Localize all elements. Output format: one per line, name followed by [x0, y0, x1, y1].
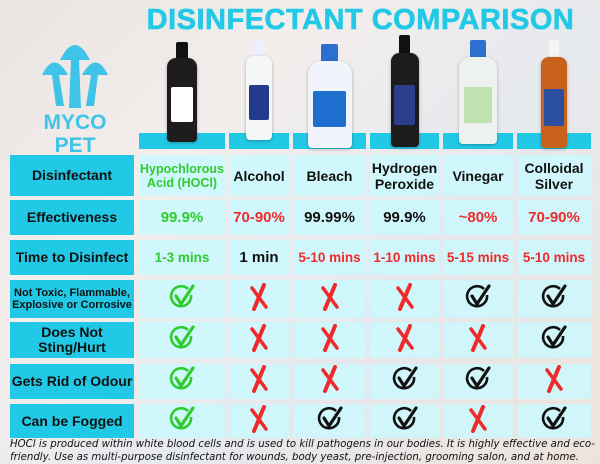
table-cell	[443, 322, 513, 358]
table-cell	[370, 404, 439, 438]
value-effectiveness: 70-90%	[517, 200, 591, 235]
check-icon	[540, 324, 568, 357]
row-label-can-be-fogged: Can be Fogged	[10, 404, 134, 438]
cross-icon	[394, 282, 416, 316]
value-time-to-disinfect: 5-10 mins	[293, 240, 366, 275]
table-cell	[517, 322, 591, 358]
table-cell	[517, 364, 591, 399]
row-label-gets-rid-of-odour: Gets Rid of Odour	[10, 364, 134, 399]
product-name: Colloidal Silver	[517, 155, 591, 196]
cross-icon	[248, 365, 270, 398]
value-effectiveness: 99.9%	[139, 200, 225, 235]
cross-icon	[319, 365, 341, 398]
table-cell	[443, 280, 513, 318]
value-time-to-disinfect: 1 min	[229, 240, 289, 275]
table-cell	[370, 322, 439, 358]
check-icon	[540, 405, 568, 438]
check-icon	[391, 365, 419, 398]
value-time-to-disinfect: 5-10 mins	[517, 240, 591, 275]
cross-icon	[319, 282, 341, 316]
product-name: Bleach	[293, 155, 366, 196]
value-effectiveness: 99.9%	[370, 200, 439, 235]
product-name: Hypochlorous Acid (HOCl)	[139, 155, 225, 196]
cross-icon	[543, 365, 565, 398]
cross-icon	[394, 323, 416, 357]
table-cell	[293, 364, 366, 399]
header-bar	[229, 133, 289, 149]
value-time-to-disinfect: 5-15 mins	[443, 240, 513, 275]
row-label-not-toxic-flammable-explosive-or-corrosive: Not Toxic, Flammable, Explosive or Corro…	[10, 280, 134, 318]
value-time-to-disinfect: 1-3 mins	[139, 240, 225, 275]
logo-text-line2: PET	[54, 134, 96, 157]
cross-icon	[467, 404, 489, 438]
product-name: Vinegar	[443, 155, 513, 196]
cross-icon	[248, 282, 270, 316]
cross-icon	[248, 323, 270, 357]
check-icon	[464, 283, 492, 316]
value-effectiveness: ~80%	[443, 200, 513, 235]
logo: MYCO PET	[30, 30, 120, 160]
page-title: DISINFECTANT COMPARISON	[146, 4, 575, 37]
bottle-image-vinegar-jug	[459, 40, 497, 144]
product-name: Alcohol	[229, 155, 289, 196]
row-label-time-to-disinfect: Time to Disinfect	[10, 240, 134, 275]
check-icon	[464, 365, 492, 398]
table-cell	[443, 404, 513, 438]
table-cell	[139, 404, 225, 438]
table-cell	[517, 404, 591, 438]
check-icon	[391, 405, 419, 438]
mushroom-logo-icon	[42, 45, 108, 108]
table-cell	[229, 404, 289, 438]
product-name: Hydrogen Peroxide	[370, 155, 439, 196]
row-label-effectiveness: Effectiveness	[10, 200, 134, 235]
table-cell	[443, 364, 513, 399]
table-cell	[139, 364, 225, 399]
footnote: HOCl is produced within white blood cell…	[10, 439, 595, 463]
green-check-icon	[168, 405, 196, 438]
table-cell	[517, 280, 591, 318]
table-cell	[229, 322, 289, 358]
value-time-to-disinfect: 1-10 mins	[370, 240, 439, 275]
table-cell	[370, 280, 439, 318]
bottle-image-amber-spray-bottle	[541, 40, 567, 148]
check-icon	[316, 405, 344, 438]
table-cell	[293, 280, 366, 318]
green-check-icon	[168, 365, 196, 398]
row-label-disinfectant: Disinfectant	[10, 155, 134, 196]
table-cell	[370, 364, 439, 399]
bottle-image-black-spray-bottle	[167, 42, 197, 142]
table-cell	[139, 322, 225, 358]
green-check-icon	[168, 324, 196, 357]
green-check-icon	[168, 283, 196, 316]
check-icon	[540, 283, 568, 316]
logo-text-line1: MYCO	[43, 111, 107, 134]
bottle-image-brown-peroxide-bottle	[390, 35, 419, 147]
value-effectiveness: 70-90%	[229, 200, 289, 235]
table-cell	[229, 364, 289, 399]
table-cell	[293, 404, 366, 438]
cross-icon	[467, 323, 489, 357]
cross-icon	[319, 323, 341, 357]
bottle-image-clorox-jug	[307, 44, 352, 148]
table-cell	[293, 322, 366, 358]
row-label-does-not-sting-hurt: Does Not Sting/Hurt	[10, 322, 134, 358]
table-cell	[139, 280, 225, 318]
bottle-image-white-alcohol-bottle	[246, 40, 272, 140]
value-effectiveness: 99.99%	[293, 200, 366, 235]
cross-icon	[248, 404, 270, 438]
table-cell	[229, 280, 289, 318]
